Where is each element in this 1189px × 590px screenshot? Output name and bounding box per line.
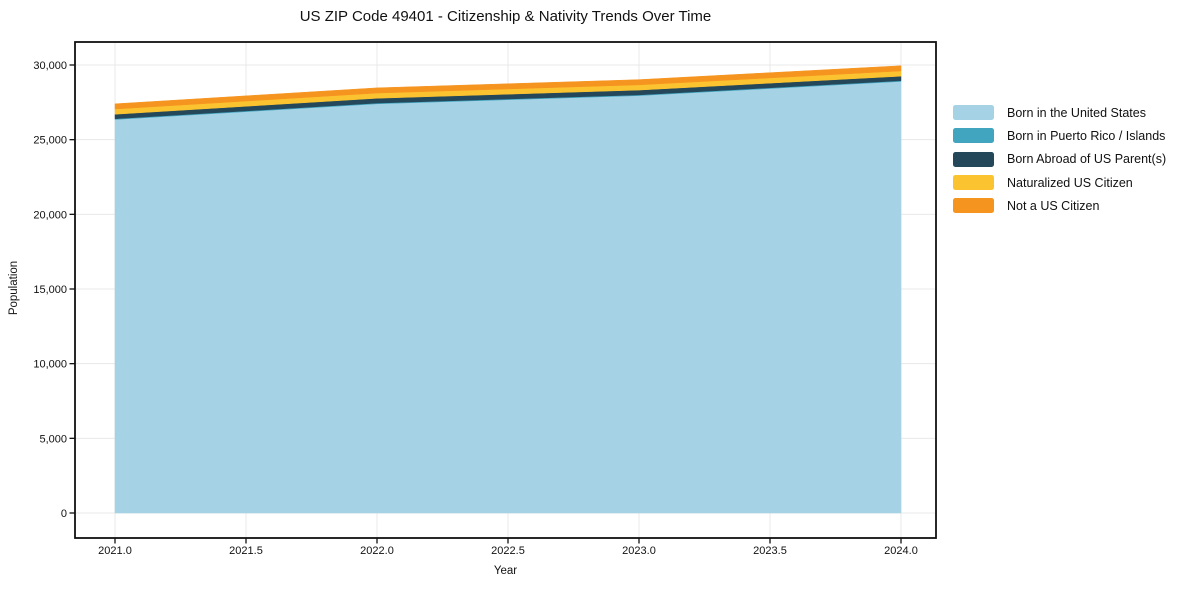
legend-label: Born in Puerto Rico / Islands [1007, 128, 1166, 143]
legend-item-naturalized-us-citizen: Naturalized US Citizen [953, 171, 1166, 194]
x-tick-label: 2021.5 [229, 545, 263, 557]
y-tick-label: 15,000 [33, 284, 67, 296]
x-tick-label: 2022.0 [360, 545, 394, 557]
stacked-areas [114, 65, 902, 514]
x-axis-title: Year [493, 565, 518, 577]
x-tick-label: 2021.0 [98, 545, 132, 557]
legend-label: Naturalized US Citizen [1007, 175, 1133, 190]
axes: 2021.0 2021.5 2022.0 2022.5 2023.0 2023.5 2024… [33, 41, 937, 557]
legend-swatch [953, 151, 994, 167]
y-tick-label: 20,000 [33, 209, 67, 221]
legend-swatch [953, 198, 994, 214]
legend-label: Born Abroad of US Parent(s) [1007, 152, 1167, 167]
legend-swatch [953, 105, 994, 121]
legend-item-born-in-the-united-states: Born in the United States [953, 101, 1166, 124]
y-axis-title: Population [8, 260, 20, 316]
chart-title: US ZIP Code 49401 - Citizenship & Nativi… [299, 8, 712, 25]
legend: Born in the United States Born in Puerto … [953, 101, 1166, 217]
legend-swatch [953, 128, 994, 144]
x-tick-label: 2023.0 [622, 545, 656, 557]
legend-item-not-a-us-citizen: Not a US Citizen [953, 194, 1166, 217]
x-tick-label: 2022.5 [491, 545, 525, 557]
area-not-a-us-citizen [114, 65, 902, 110]
legend-label: Born in the United States [1007, 105, 1146, 120]
y-tick-label: 0 [61, 508, 67, 520]
legend-label: Not a US Citizen [1007, 198, 1100, 213]
x-tick-label: 2024.0 [884, 545, 918, 557]
plot-frame [74, 41, 937, 539]
legend-item-born-abroad-of-us-parent-s: Born Abroad of US Parent(s) [953, 148, 1166, 171]
legend-item-born-in-puerto-rico-islands: Born in Puerto Rico / Islands [953, 124, 1166, 147]
y-tick-label: 30,000 [33, 60, 67, 72]
legend-swatch [953, 175, 994, 191]
x-tick-label: 2023.5 [753, 545, 787, 557]
y-tick-label: 5,000 [39, 433, 67, 445]
area-born-in-the-united-states [114, 81, 902, 514]
y-tick-label: 10,000 [33, 359, 67, 371]
y-tick-label: 25,000 [33, 135, 67, 147]
